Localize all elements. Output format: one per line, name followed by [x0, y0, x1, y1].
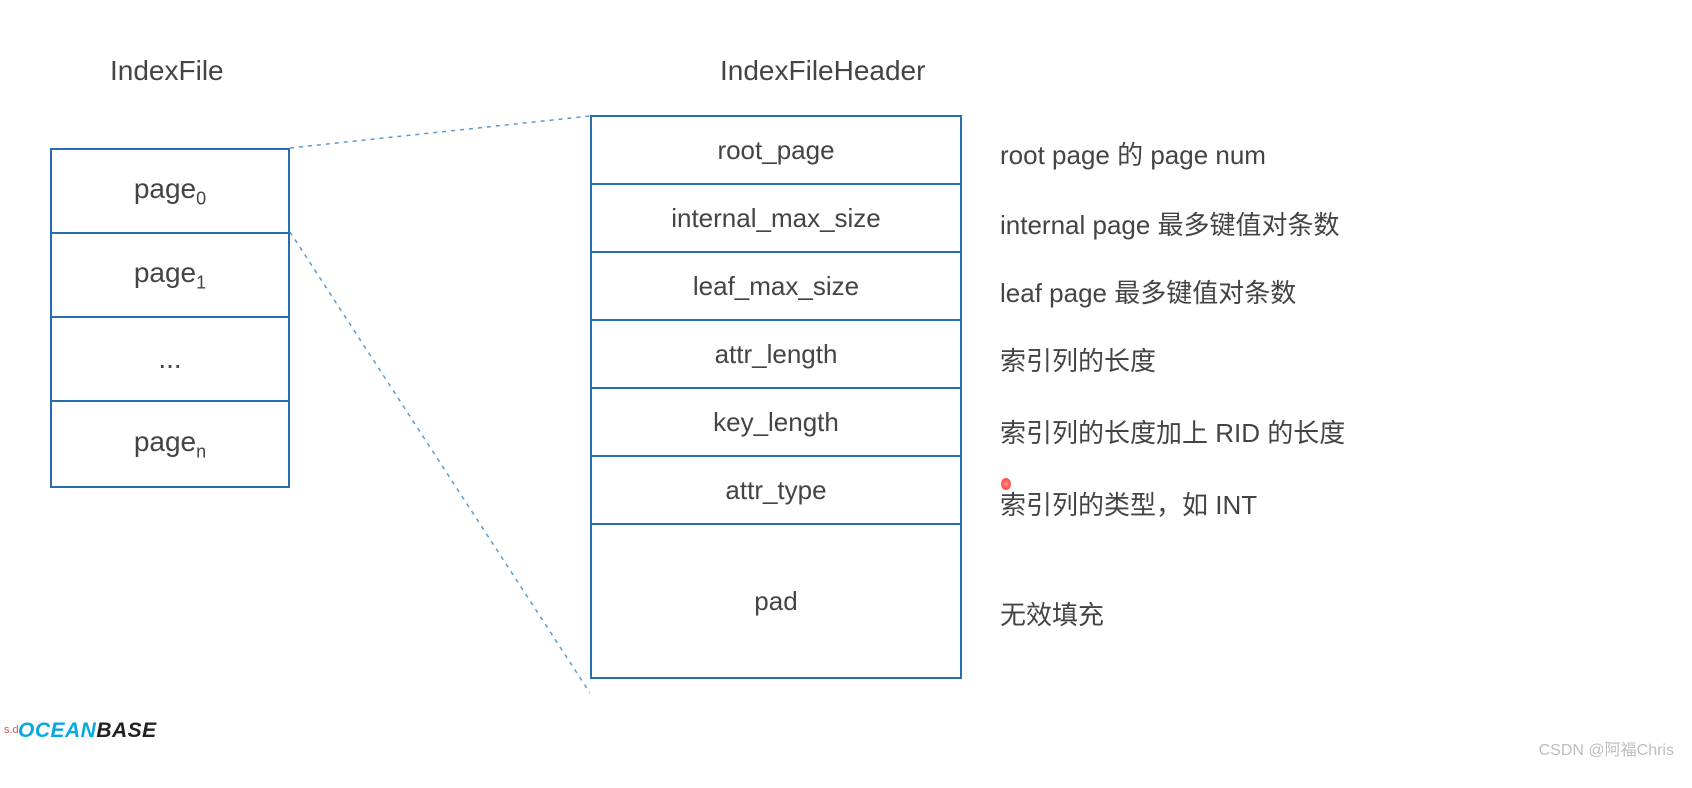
header-row-root-page: root_page [592, 117, 960, 185]
desc-key-length: 索引列的长度加上 RID 的长度 [1000, 413, 1345, 450]
header-row-internal-max-size: internal_max_size [592, 185, 960, 253]
corner-text: s.d [4, 724, 19, 736]
logo-part-1: OCEAN [18, 719, 96, 742]
desc-attr-type: 索引列的类型，如 INT [1000, 485, 1257, 522]
page-row-1: page1 [52, 234, 288, 318]
index-file-box: page0 page1 ... pagen [50, 148, 290, 488]
desc-leaf-max-size: leaf page 最多键值对条数 [1000, 273, 1296, 310]
page-label: page1 [134, 257, 206, 294]
connector-lines [290, 115, 590, 695]
cursor-dot-icon [1001, 478, 1011, 490]
index-file-header-box: root_page internal_max_size leaf_max_siz… [590, 115, 962, 679]
logo-part-2: BASE [96, 719, 156, 742]
header-row-attr-length: attr_length [592, 321, 960, 389]
page-label: page0 [134, 173, 206, 210]
header-row-leaf-max-size: leaf_max_size [592, 253, 960, 321]
page-label: ... [158, 343, 181, 375]
title-index-file: IndexFile [110, 55, 224, 87]
page-row-ellipsis: ... [52, 318, 288, 402]
header-row-pad: pad [592, 525, 960, 677]
title-index-file-header: IndexFileHeader [720, 55, 925, 87]
header-row-attr-type: attr_type [592, 457, 960, 525]
page-row-0: page0 [52, 150, 288, 234]
csdn-watermark: CSDN @阿福Chris [1539, 736, 1674, 760]
desc-attr-length: 索引列的长度 [1000, 341, 1156, 378]
header-row-key-length: key_length [592, 389, 960, 457]
desc-internal-max-size: internal page 最多键值对条数 [1000, 205, 1340, 242]
desc-root-page: root page 的 page num [1000, 135, 1266, 172]
page-row-n: pagen [52, 402, 288, 486]
oceanbase-logo: OCEANBASE [18, 719, 157, 743]
desc-pad: 无效填充 [1000, 595, 1104, 632]
page-label: pagen [134, 426, 206, 463]
